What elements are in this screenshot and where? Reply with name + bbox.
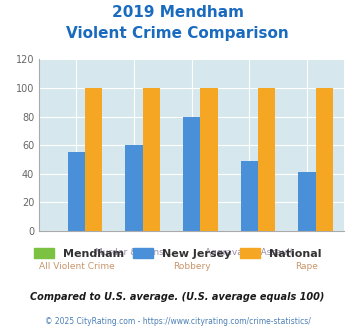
Text: Murder & Mans...: Murder & Mans... — [95, 248, 173, 257]
Text: Rape: Rape — [295, 262, 318, 271]
Bar — [241, 161, 258, 231]
Text: Violent Crime Comparison: Violent Crime Comparison — [66, 26, 289, 41]
Text: All Violent Crime: All Violent Crime — [39, 262, 114, 271]
Text: 2019 Mendham: 2019 Mendham — [111, 5, 244, 20]
Bar — [258, 88, 275, 231]
Bar — [143, 88, 160, 231]
Bar — [85, 88, 102, 231]
Text: Compared to U.S. average. (U.S. average equals 100): Compared to U.S. average. (U.S. average … — [30, 292, 325, 302]
Bar — [68, 152, 85, 231]
Legend: Mendham, New Jersey, National: Mendham, New Jersey, National — [29, 244, 326, 263]
Text: © 2025 CityRating.com - https://www.cityrating.com/crime-statistics/: © 2025 CityRating.com - https://www.city… — [45, 317, 310, 326]
Text: Robbery: Robbery — [173, 262, 211, 271]
Text: Aggravated Assault: Aggravated Assault — [205, 248, 294, 257]
Bar — [183, 116, 200, 231]
Bar — [125, 145, 143, 231]
Bar — [316, 88, 333, 231]
Bar — [298, 172, 316, 231]
Bar — [200, 88, 218, 231]
